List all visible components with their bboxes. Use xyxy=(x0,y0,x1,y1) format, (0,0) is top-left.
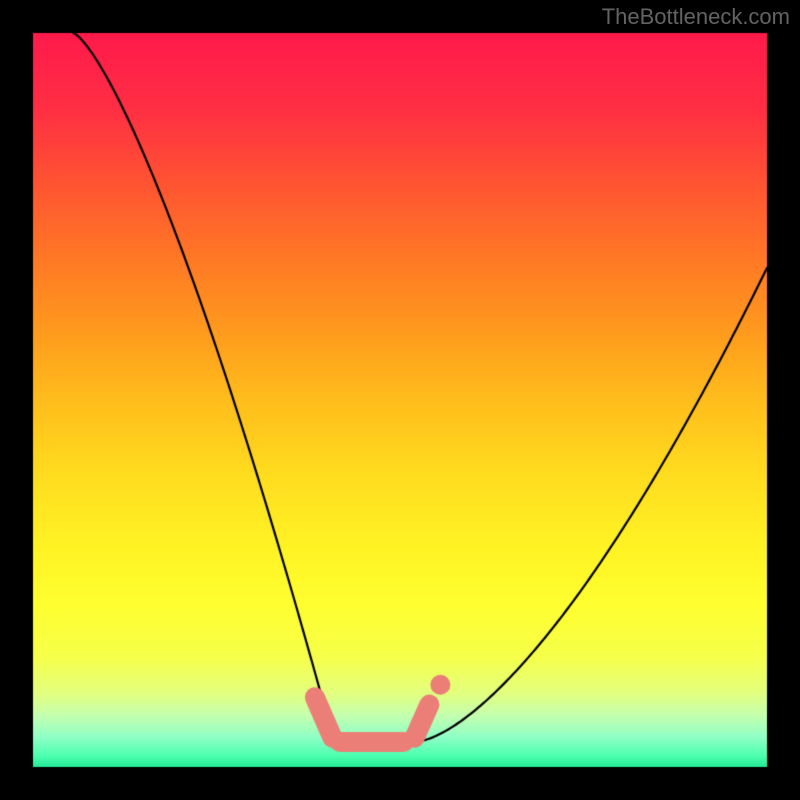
watermark-text: TheBottleneck.com xyxy=(602,4,790,30)
gradient-v-curve-chart xyxy=(0,0,800,800)
chart-root: TheBottleneck.com xyxy=(0,0,800,800)
